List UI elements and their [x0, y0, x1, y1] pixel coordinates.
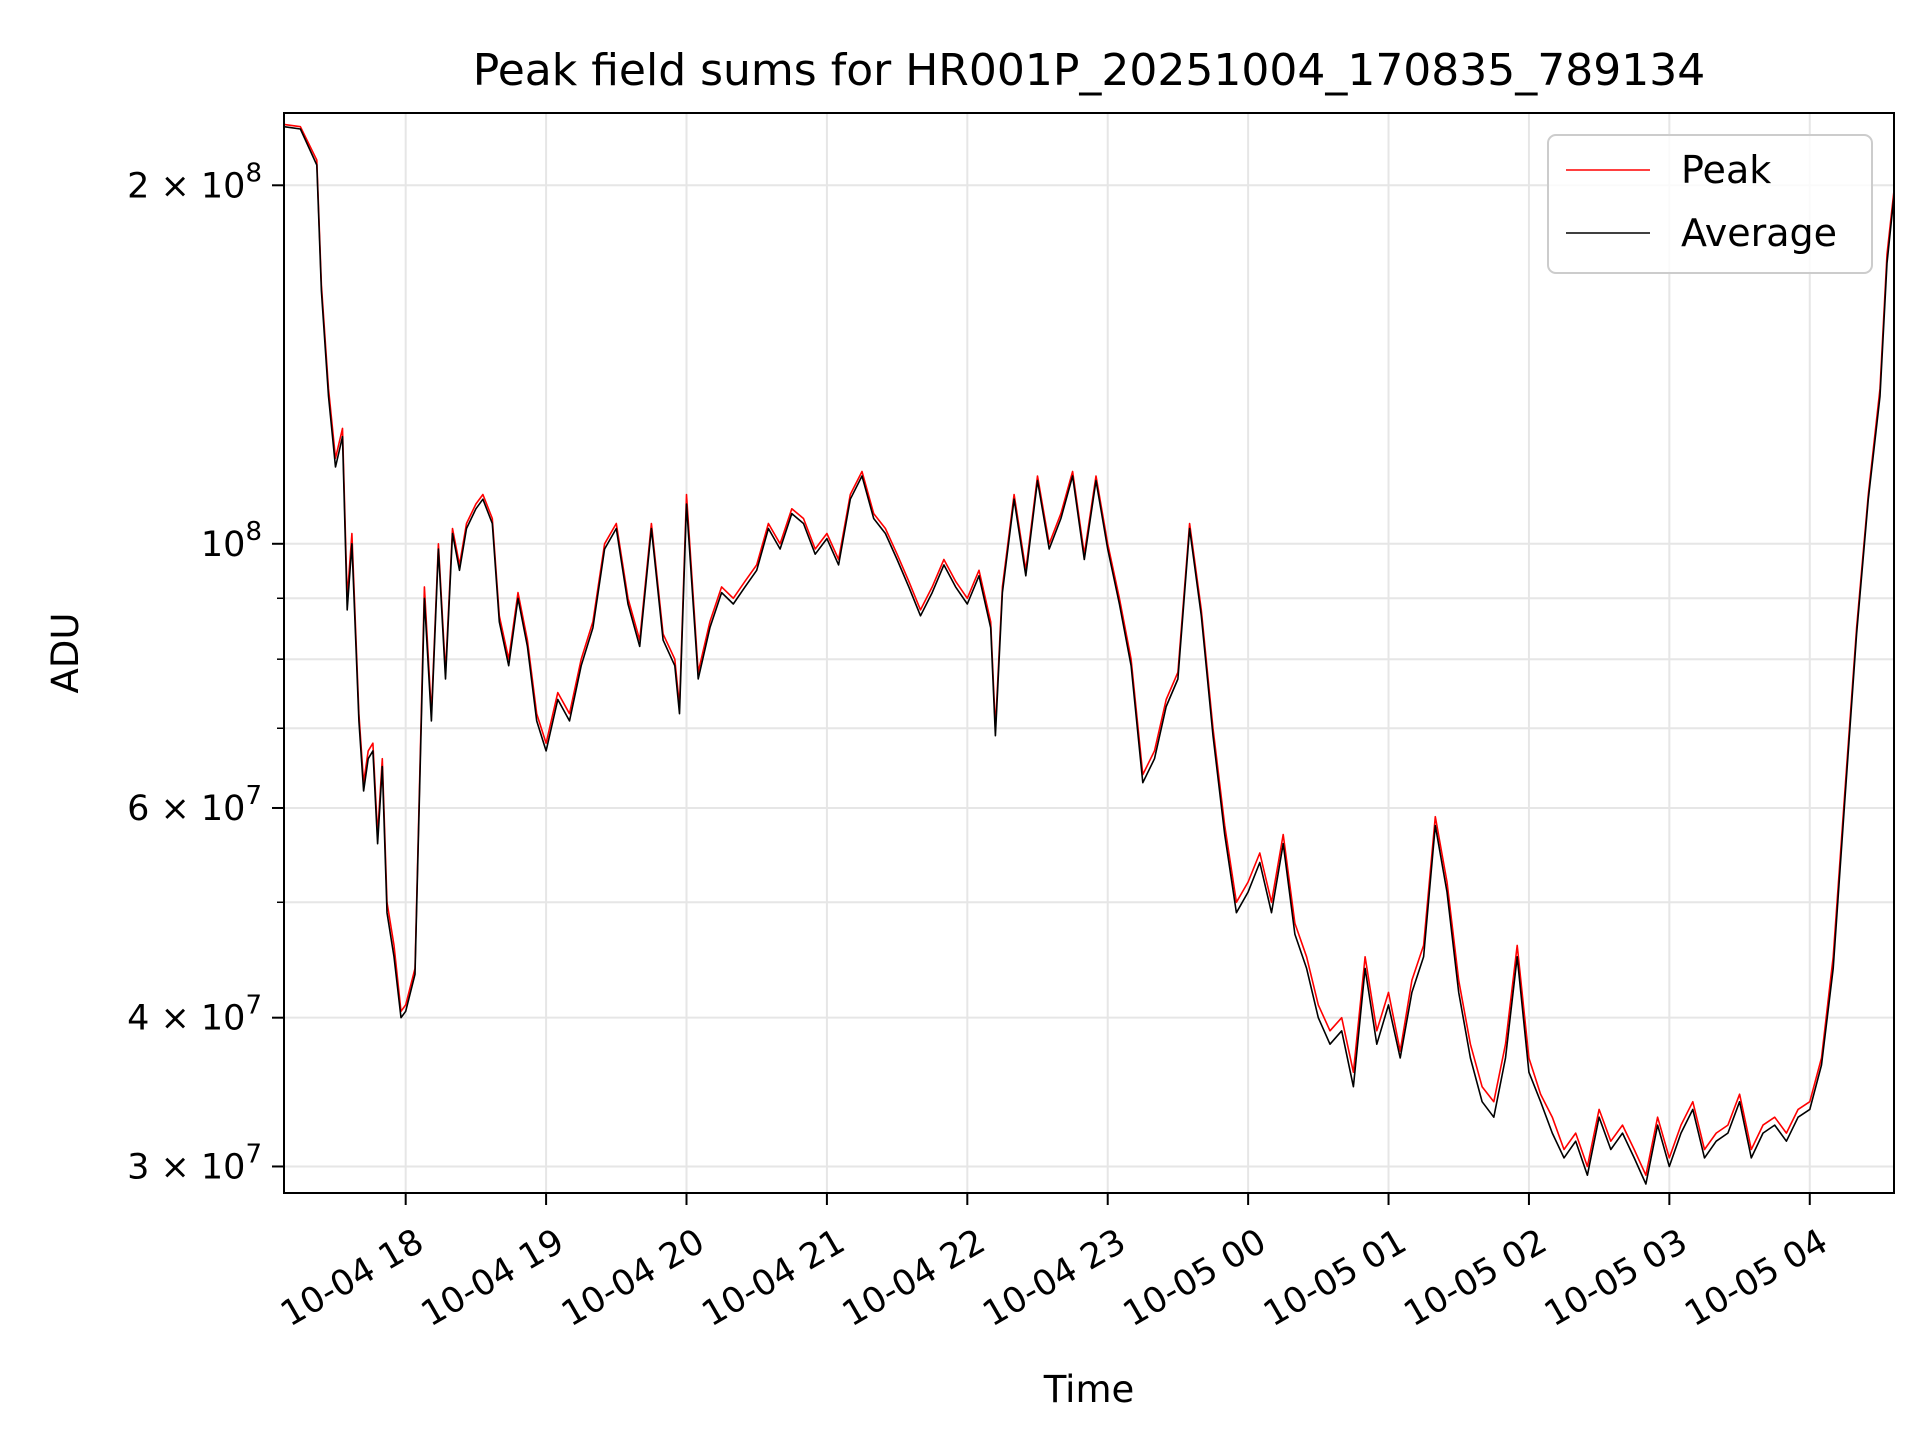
y-tick-label: 108 [201, 517, 262, 565]
y-tick-label: 4 × 107 [127, 991, 262, 1039]
legend-label-average: Average [1681, 211, 1837, 255]
legend-label-peak: Peak [1681, 148, 1771, 192]
chart-title: Peak field sums for HR001P_20251004_1708… [473, 45, 1706, 96]
y-tick-label: 6 × 107 [127, 781, 262, 829]
x-axis-label: Time [1043, 1368, 1135, 1411]
plot-area [284, 113, 1894, 1193]
series-lines [283, 123, 1895, 1185]
y-tick-label: 3 × 107 [127, 1139, 262, 1187]
y-tick-label: 2 × 108 [127, 158, 262, 206]
plot-frame [283, 112, 1895, 1194]
y-axis-label: ADU [44, 613, 87, 694]
y-axis: 3 × 107 4 × 107 6 × 107 108 2 × 108 [127, 158, 284, 1187]
series-line-average [283, 125, 1895, 1185]
legend: Peak Average [1547, 134, 1873, 274]
